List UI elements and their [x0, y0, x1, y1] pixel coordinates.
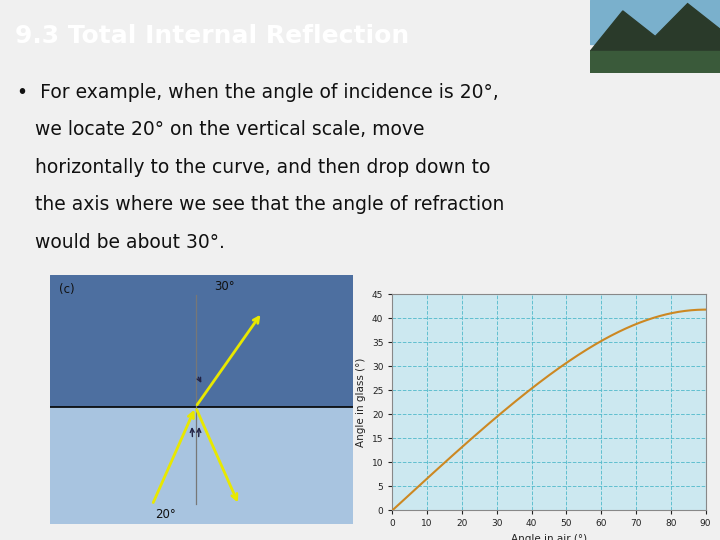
Text: would be about 30°.: would be about 30°. [17, 233, 225, 252]
Text: (c): (c) [60, 283, 75, 296]
X-axis label: Angle in air (°): Angle in air (°) [511, 534, 587, 540]
Y-axis label: Angle in glass (°): Angle in glass (°) [356, 357, 366, 447]
Bar [590, 0, 720, 44]
Text: horizontally to the curve, and then drop down to: horizontally to the curve, and then drop… [17, 158, 490, 177]
Polygon shape [590, 4, 720, 73]
Polygon shape [590, 51, 720, 73]
Text: 30°: 30° [214, 280, 234, 293]
Bar [50, 275, 353, 407]
Text: 9.3 Total Internal Reflection: 9.3 Total Internal Reflection [14, 24, 409, 49]
Text: •  For example, when the angle of incidence is 20°,: • For example, when the angle of inciden… [17, 83, 498, 102]
Bar [50, 407, 353, 524]
Text: we locate 20° on the vertical scale, move: we locate 20° on the vertical scale, mov… [17, 120, 424, 139]
Text: the axis where we see that the angle of refraction: the axis where we see that the angle of … [17, 195, 504, 214]
Text: 20°: 20° [155, 508, 176, 521]
